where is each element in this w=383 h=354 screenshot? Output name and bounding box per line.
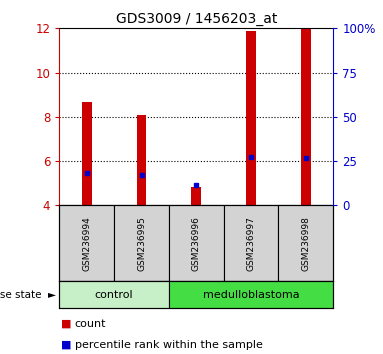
Bar <box>59 281 169 308</box>
Text: ■: ■ <box>61 319 72 329</box>
Text: percentile rank within the sample: percentile rank within the sample <box>75 340 263 350</box>
Title: GDS3009 / 1456203_at: GDS3009 / 1456203_at <box>116 12 277 26</box>
Bar <box>82 102 92 205</box>
Bar <box>59 205 114 281</box>
Text: GSM236996: GSM236996 <box>192 216 201 271</box>
Bar <box>137 115 146 205</box>
Bar <box>169 205 224 281</box>
Bar <box>114 205 169 281</box>
Bar <box>246 30 256 205</box>
Bar <box>301 29 311 205</box>
Text: GSM236994: GSM236994 <box>82 216 91 271</box>
Text: GSM236995: GSM236995 <box>137 216 146 271</box>
Bar <box>192 187 201 205</box>
Text: GSM236998: GSM236998 <box>301 216 310 271</box>
Text: GSM236997: GSM236997 <box>247 216 255 271</box>
Text: medulloblastoma: medulloblastoma <box>203 290 300 300</box>
Text: control: control <box>95 290 133 300</box>
Text: count: count <box>75 319 106 329</box>
Bar <box>278 205 333 281</box>
Bar <box>224 205 278 281</box>
Text: disease state  ►: disease state ► <box>0 290 56 300</box>
Text: ■: ■ <box>61 340 72 350</box>
Bar <box>169 281 333 308</box>
